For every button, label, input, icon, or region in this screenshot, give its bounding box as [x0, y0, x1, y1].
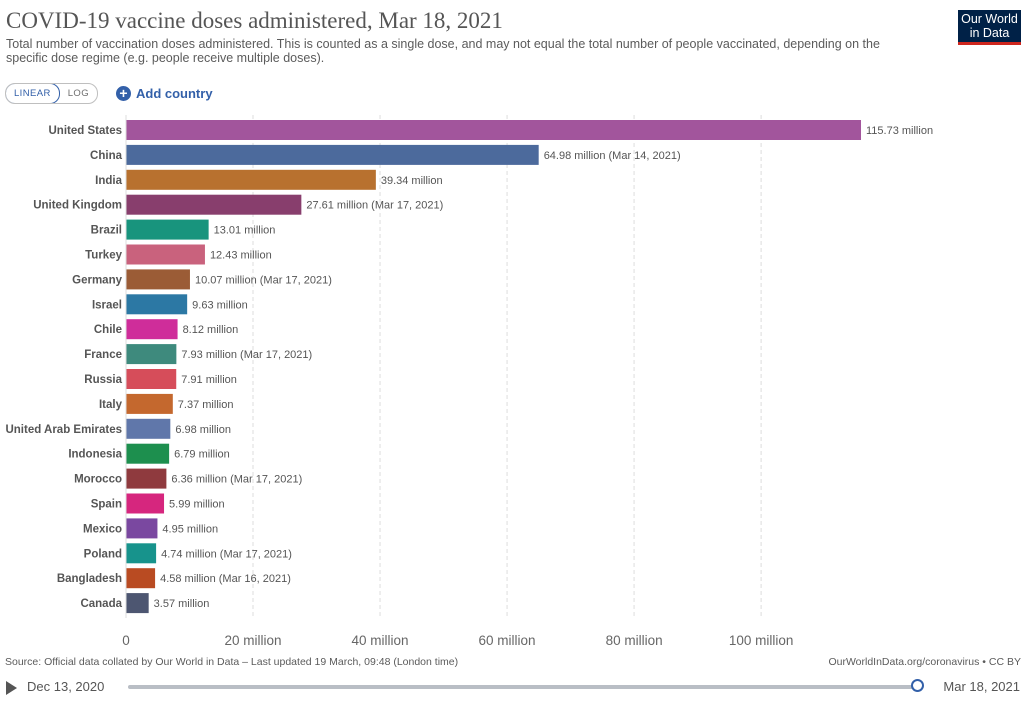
- timeline: Dec 13, 2020 Mar 18, 2021: [0, 676, 1025, 698]
- category-label: Poland: [84, 548, 122, 560]
- category-label: Chile: [94, 324, 122, 336]
- value-label: 39.34 million: [381, 175, 443, 187]
- bar: [126, 369, 177, 389]
- add-country-label: Add country: [136, 85, 213, 101]
- category-label: France: [84, 349, 122, 361]
- value-label: 6.79 million: [174, 449, 230, 461]
- owid-logo[interactable]: Our World in Data: [958, 10, 1021, 45]
- value-label: 6.98 million: [175, 424, 231, 436]
- bar: [126, 543, 157, 564]
- value-label: 10.07 million (Mar 17, 2021): [195, 274, 332, 286]
- category-label: United States: [49, 125, 123, 137]
- bar: [126, 568, 156, 589]
- category-label: United Arab Emirates: [5, 424, 122, 436]
- x-tick-label: 100 million: [729, 633, 794, 645]
- value-label: 4.58 million (Mar 16, 2021): [160, 573, 291, 585]
- value-label: 115.73 million: [866, 125, 933, 137]
- category-label: Italy: [99, 399, 123, 411]
- category-label: Israel: [92, 299, 122, 311]
- add-country-button[interactable]: + Add country: [116, 84, 213, 102]
- timeline-end-label: Mar 18, 2021: [943, 679, 1020, 694]
- scale-toggle[interactable]: LINEAR LOG: [5, 83, 98, 104]
- bar: [126, 344, 177, 365]
- bar: [126, 219, 209, 240]
- bar: [126, 244, 205, 265]
- value-label: 7.37 million: [178, 399, 234, 411]
- linear-scale-button[interactable]: LINEAR: [5, 84, 60, 103]
- logo-line-2: in Data: [969, 26, 1010, 40]
- category-label: Russia: [84, 374, 122, 386]
- timeline-track[interactable]: [128, 685, 918, 689]
- bar: [126, 493, 165, 514]
- category-label: Indonesia: [68, 449, 122, 461]
- category-label: Spain: [91, 499, 122, 511]
- x-tick-label: 20 million: [225, 633, 282, 645]
- value-label: 6.36 million (Mar 17, 2021): [171, 474, 302, 486]
- chart-subtitle: Total number of vaccination doses admini…: [6, 37, 880, 65]
- category-label: Bangladesh: [57, 573, 122, 585]
- bar: [126, 194, 302, 215]
- timeline-start-label: Dec 13, 2020: [27, 679, 105, 694]
- value-label: 8.12 million: [183, 324, 239, 336]
- x-tick-label: 60 million: [479, 633, 536, 645]
- bar: [126, 418, 171, 439]
- x-tick-label: 80 million: [606, 633, 663, 645]
- bar: [126, 518, 158, 539]
- value-label: 5.99 million: [169, 499, 225, 511]
- category-label: Germany: [72, 274, 122, 286]
- category-label: Mexico: [83, 523, 122, 535]
- bar: [126, 593, 149, 614]
- category-label: Turkey: [85, 250, 122, 262]
- value-label: 7.93 million (Mar 17, 2021): [181, 349, 312, 361]
- chart-title: COVID-19 vaccine doses administered, Mar…: [6, 8, 503, 33]
- bar: [126, 269, 190, 290]
- x-tick-label: 40 million: [352, 633, 409, 645]
- value-label: 13.01 million: [214, 225, 276, 237]
- value-label: 27.61 million (Mar 17, 2021): [306, 200, 443, 212]
- bar: [126, 393, 173, 414]
- bar: [126, 120, 862, 140]
- category-label: Canada: [80, 598, 122, 610]
- value-label: 4.74 million (Mar 17, 2021): [161, 548, 292, 560]
- category-label: India: [95, 175, 122, 187]
- timeline-handle[interactable]: [911, 679, 924, 692]
- bar: [126, 294, 188, 315]
- bar: [126, 468, 167, 489]
- source-note: Source: Official data collated by Our Wo…: [5, 656, 459, 668]
- category-label: Morocco: [74, 474, 122, 486]
- bar: [126, 169, 376, 190]
- category-label: United Kingdom: [33, 200, 122, 212]
- value-label: 12.43 million: [210, 250, 272, 262]
- category-label: Brazil: [91, 225, 122, 237]
- log-scale-button[interactable]: LOG: [67, 88, 89, 99]
- bar: [126, 319, 178, 340]
- license-link[interactable]: OurWorldInData.org/coronavirus • CC BY: [828, 656, 1021, 668]
- bar: [126, 144, 539, 165]
- value-label: 4.95 million: [162, 523, 218, 535]
- value-label: 9.63 million: [192, 299, 248, 311]
- logo-line-1: Our World: [961, 12, 1018, 26]
- bar: [126, 443, 170, 464]
- value-label: 7.91 million: [181, 374, 237, 386]
- plus-circle-icon: +: [116, 85, 131, 101]
- category-label: China: [90, 150, 123, 162]
- x-tick-label: 0: [122, 633, 130, 645]
- play-icon[interactable]: [6, 681, 17, 695]
- value-label: 3.57 million: [154, 598, 210, 610]
- value-label: 64.98 million (Mar 14, 2021): [544, 150, 681, 162]
- bar-chart: United States 115.73 million China 64.98 mi…: [5, 115, 933, 645]
